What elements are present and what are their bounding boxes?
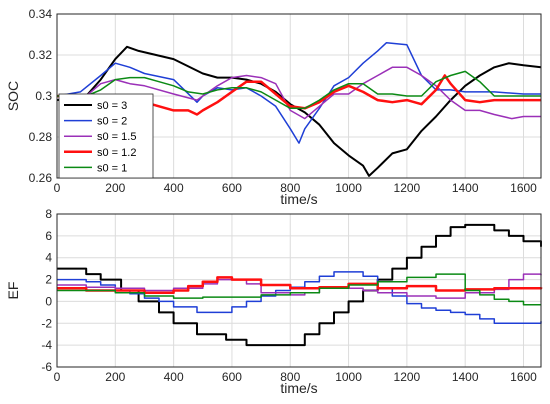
x-tick-label: 1600 (510, 370, 537, 384)
y-tick-label: 0.34 (29, 7, 53, 21)
soc-legend: s0 = 3 s0 = 2 s0 = 1.5 s0 = 1.2 s0 = 1 (58, 93, 154, 179)
series-line-4 (57, 273, 541, 306)
x-tick-label: 800 (280, 370, 300, 384)
y-tick-label: 4 (45, 251, 52, 265)
soc-plot-frame (56, 13, 542, 179)
y-tick-label: -4 (41, 338, 52, 352)
y-tick-label: 0 (45, 294, 52, 308)
y-tick-label: 0.26 (29, 171, 53, 185)
ef-tick-labels: 0 200 400 600 800 1000 1200 1400 1600 -6 -4 -2 0 2 4 6 8 (41, 207, 537, 384)
x-tick-label: 400 (164, 370, 184, 384)
x-tick-label: 600 (222, 370, 242, 384)
x-tick-label: 400 (164, 181, 184, 195)
x-tick-label: 200 (105, 181, 125, 195)
soc-y-axis-label: SOC (5, 81, 21, 111)
x-tick-label: 0 (54, 370, 61, 384)
ef-x-axis-label: time/s (280, 380, 317, 396)
y-tick-label: 8 (45, 207, 52, 221)
y-tick-label: 0.28 (29, 130, 53, 144)
y-tick-label: 0.32 (29, 48, 53, 62)
x-tick-label: 1000 (335, 181, 362, 195)
x-tick-label: 600 (222, 181, 242, 195)
ef-plot-frame (56, 213, 542, 368)
series-line-4 (57, 70, 541, 110)
x-tick-label: 200 (105, 370, 125, 384)
x-tick-label: 1600 (510, 181, 537, 195)
x-tick-label: 1400 (452, 370, 479, 384)
series-line-0 (56, 45, 542, 177)
legend-label: s0 = 1.2 (97, 147, 136, 159)
legend-label: s0 = 2 (97, 116, 127, 128)
soc-x-axis-label: time/s (280, 191, 317, 207)
x-tick-label: 0 (54, 181, 61, 195)
y-tick-label: -2 (41, 316, 52, 330)
series-line-2 (57, 66, 541, 120)
x-tick-label: 1200 (394, 370, 421, 384)
legend-label: s0 = 3 (97, 100, 127, 112)
y-tick-label: -6 (41, 360, 52, 374)
x-tick-label: 1200 (394, 181, 421, 195)
ef-panel: 0 200 400 600 800 1000 1200 1400 1600 -6 -4 -2 0 2 4 6 8… (5, 207, 543, 396)
series-line-0 (57, 223, 542, 347)
y-tick-label: 2 (45, 273, 52, 287)
y-tick-label: 0.3 (35, 89, 52, 103)
ef-series-lines (57, 223, 543, 347)
y-tick-label: 6 (45, 229, 52, 243)
legend-label: s0 = 1.5 (97, 131, 136, 143)
x-tick-label: 800 (280, 181, 300, 195)
ef-y-axis-label: EF (5, 282, 21, 300)
soc-panel: 0 200 400 600 800 1000 1200 1400 1600 0.26 0.28 0.3… (5, 7, 542, 207)
legend-label: s0 = 1 (97, 162, 127, 174)
x-tick-label: 1400 (452, 181, 479, 195)
soc-tick-labels: 0 200 400 600 800 1000 1200 1400 1600 0.26 0.28 0.3… (29, 7, 538, 195)
soc-series-lines (56, 41, 542, 177)
x-tick-label: 1000 (335, 370, 362, 384)
